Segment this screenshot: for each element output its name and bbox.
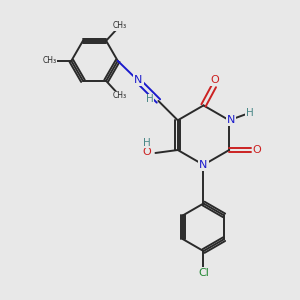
Text: CH₃: CH₃ [113, 91, 127, 100]
Text: N: N [226, 115, 235, 125]
Text: H: H [143, 138, 151, 148]
Text: O: O [143, 147, 152, 158]
Text: N: N [199, 160, 208, 170]
Text: Cl: Cl [198, 268, 209, 278]
Text: H: H [246, 108, 254, 118]
Text: O: O [210, 75, 219, 85]
Text: N: N [134, 75, 143, 85]
Text: CH₃: CH₃ [113, 21, 127, 30]
Text: O: O [253, 145, 262, 155]
Text: CH₃: CH₃ [43, 56, 57, 65]
Text: H: H [146, 94, 153, 104]
